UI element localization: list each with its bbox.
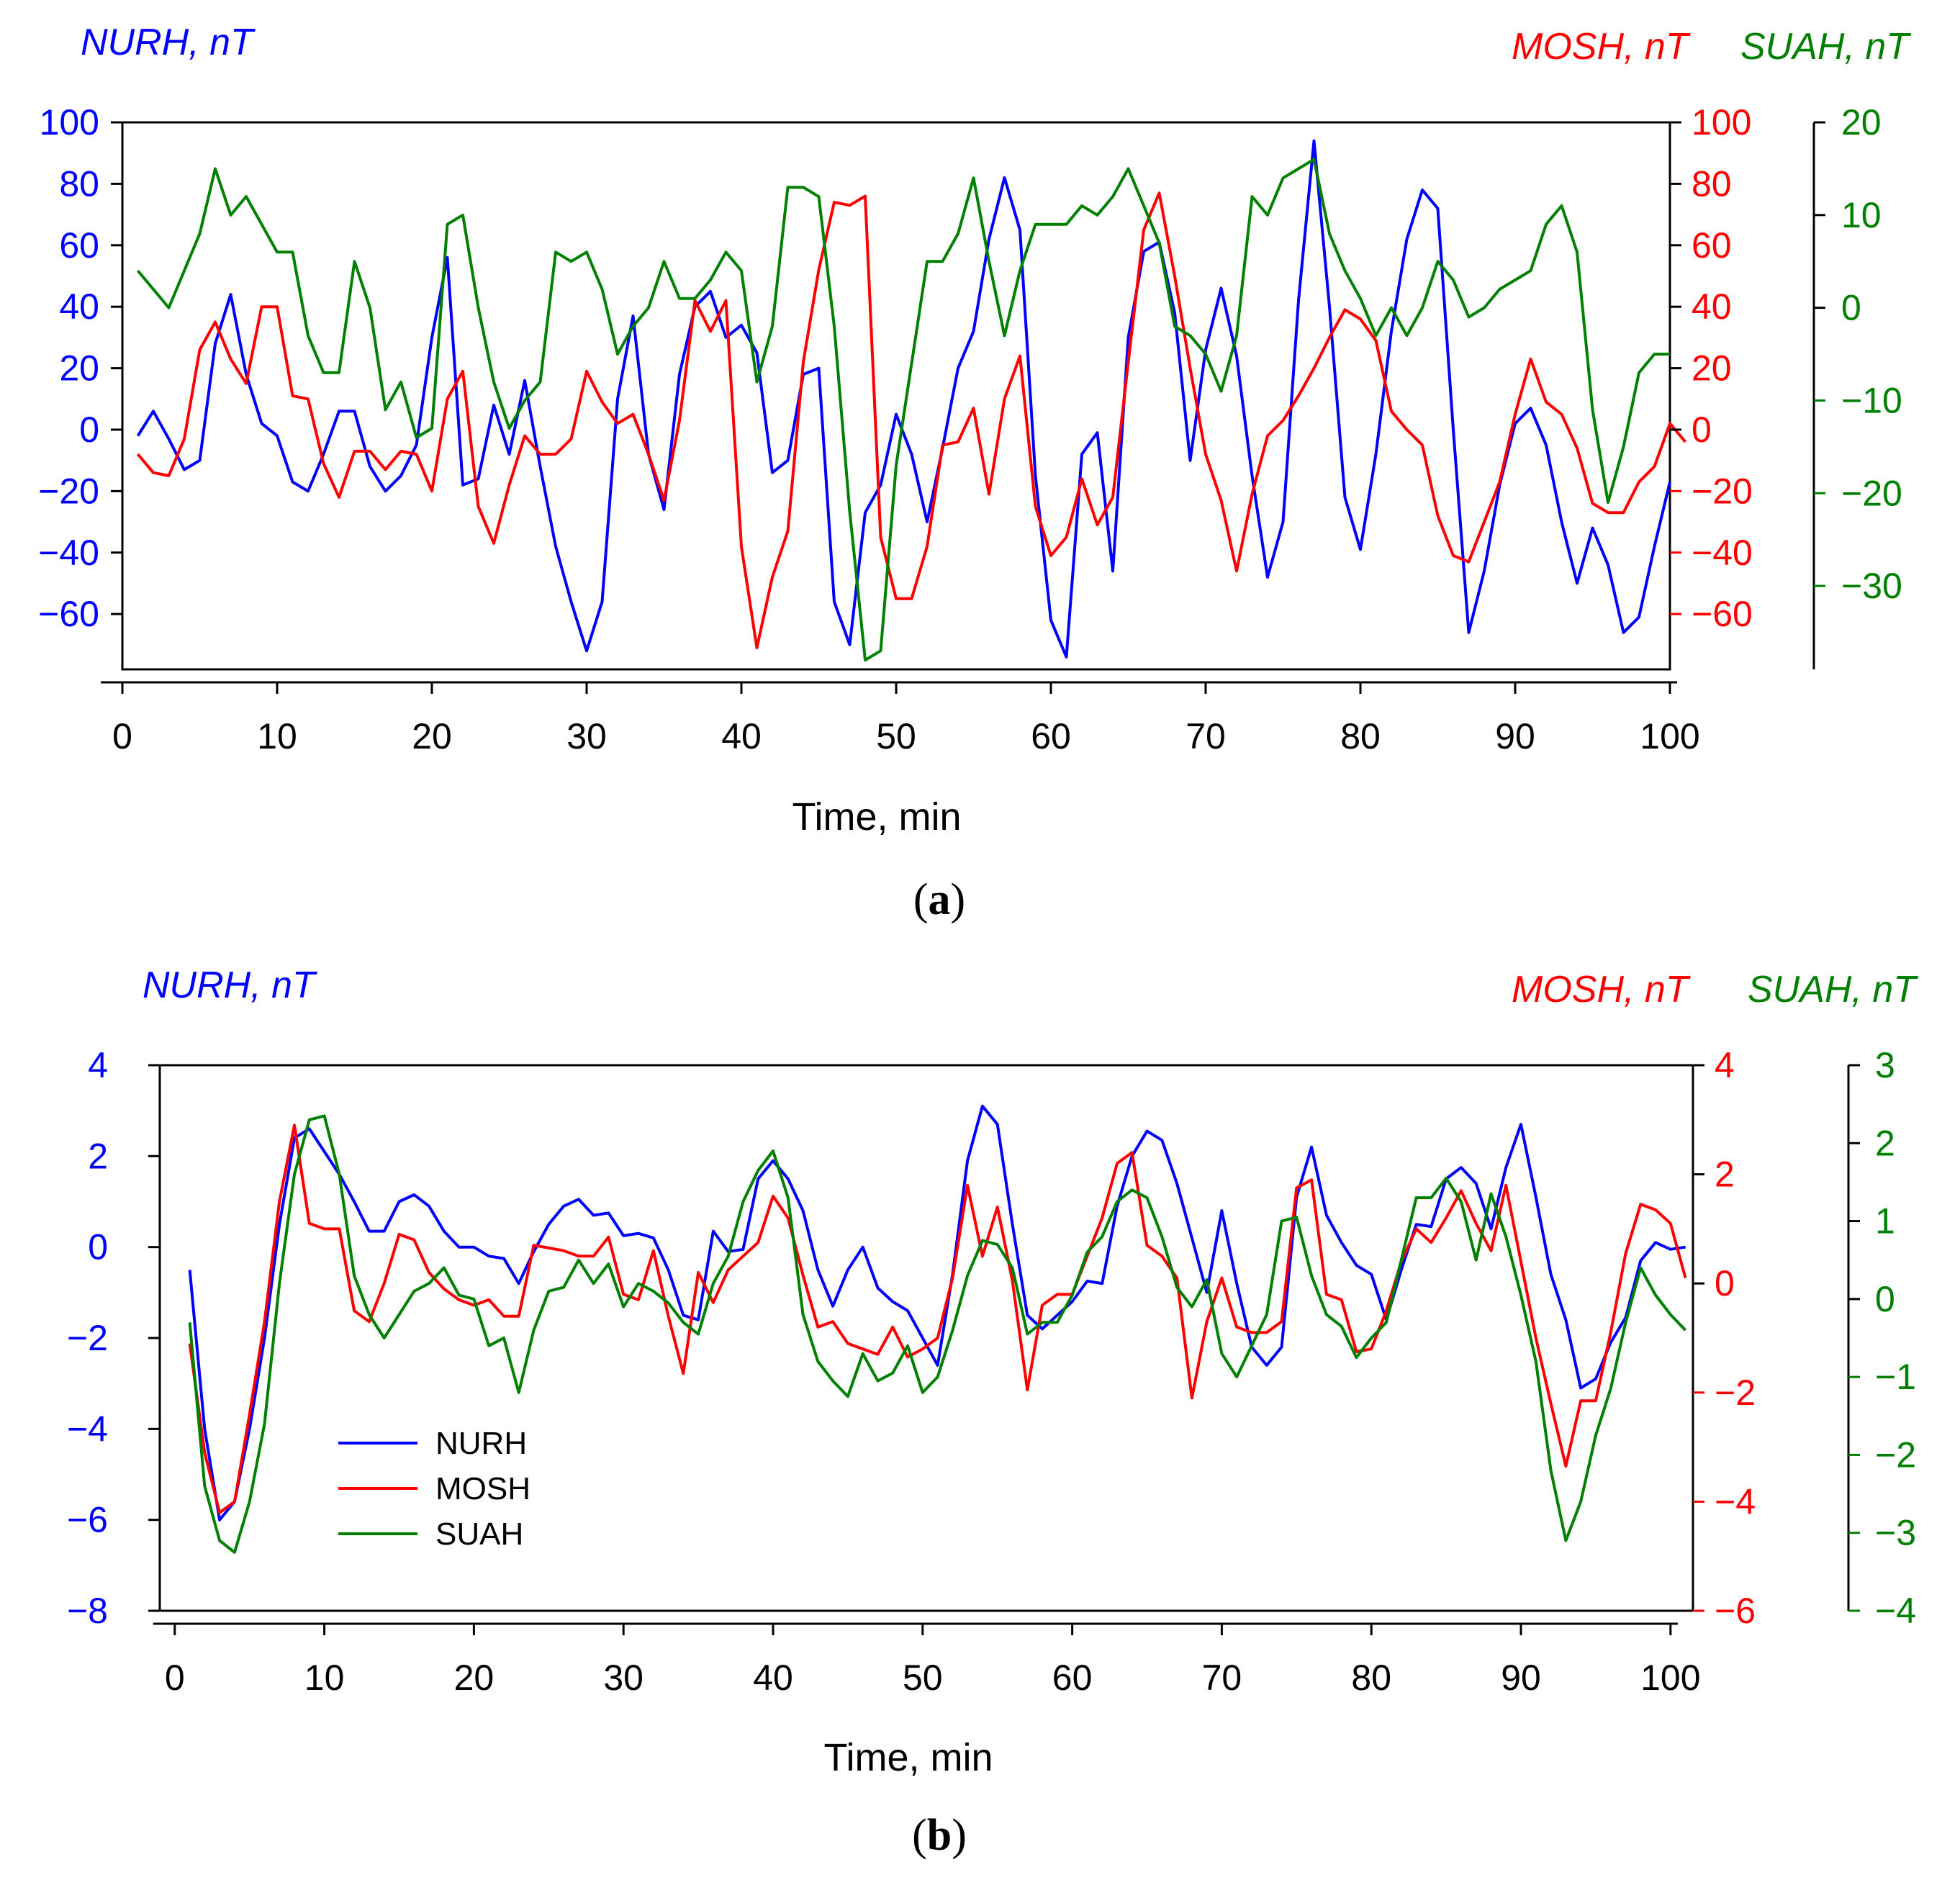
left-tick-label: −8 <box>67 1591 108 1631</box>
right2-tick-label: 3 <box>1875 1045 1895 1085</box>
right2-tick-label: −20 <box>1841 473 1902 513</box>
right1-tick-label: 2 <box>1715 1154 1735 1195</box>
right1-tick-label: 100 <box>1692 102 1751 143</box>
series-line-nurh <box>136 139 1671 659</box>
x-tick-label: 20 <box>412 716 452 756</box>
left-tick-label: −2 <box>67 1318 108 1358</box>
x-tick-label: 50 <box>903 1658 943 1698</box>
x-tick-label: 90 <box>1495 716 1535 756</box>
x-tick-label: 30 <box>566 716 607 756</box>
series-lines-a <box>136 139 1687 662</box>
plot-frame-a <box>121 121 1671 671</box>
right1-tick-label: 4 <box>1715 1045 1735 1085</box>
left-tick-label: 100 <box>40 102 99 143</box>
legend-label-nurh: NURH <box>435 1426 527 1461</box>
x-tick-label: 40 <box>721 716 762 756</box>
right2-tick-label: −4 <box>1875 1591 1916 1631</box>
right1-tick-label: 0 <box>1692 410 1712 450</box>
right2-tick-label: 20 <box>1841 102 1882 143</box>
x-tick-label: 80 <box>1340 716 1381 756</box>
right1-axis-title-b: MOSH, nT <box>1512 969 1691 1011</box>
axis-ticks-b: 0 10 20 30 40 50 60 70 80 90 100−8−6−4−2024−6−4−20… <box>67 1045 1916 1698</box>
left-tick-label: −6 <box>67 1500 108 1540</box>
x-tick-label: 100 <box>1640 716 1699 756</box>
right2-tick-label: 2 <box>1875 1123 1895 1163</box>
left-tick-label: 2 <box>88 1136 108 1176</box>
right2-tick-label: −10 <box>1841 380 1902 420</box>
right2-tick-label: 0 <box>1875 1279 1895 1319</box>
x-tick-label: 10 <box>304 1658 345 1698</box>
right1-tick-label: −20 <box>1692 471 1753 511</box>
right2-tick-label: 1 <box>1875 1201 1895 1242</box>
right1-tick-label: −2 <box>1715 1373 1756 1413</box>
axis-ticks-a: 0 10 20 30 40 50 60 70 80 90 100−60−40−20020406080… <box>38 102 1902 756</box>
right2-tick-label: 0 <box>1841 288 1861 328</box>
series-line-mosh <box>188 1124 1687 1514</box>
left-tick-label: 0 <box>79 410 99 450</box>
right1-tick-label: 0 <box>1715 1263 1735 1303</box>
right2-tick-label: 10 <box>1841 195 1882 235</box>
left-axis-title-b: NURH, nT <box>143 964 317 1006</box>
right1-tick-label: 80 <box>1692 163 1732 204</box>
left-tick-label: 80 <box>59 163 99 204</box>
right2-tick-label: −30 <box>1841 566 1902 606</box>
x-tick-label: 20 <box>454 1658 494 1698</box>
right2-tick-label: −3 <box>1875 1513 1916 1553</box>
legend-label-suah: SUAH <box>435 1516 523 1552</box>
left-tick-label: 0 <box>88 1227 108 1267</box>
series-lines-b <box>188 1104 1687 1554</box>
series-line-nurh <box>188 1104 1686 1522</box>
x-tick-label: 40 <box>753 1658 793 1698</box>
x-tick-label: 100 <box>1640 1658 1700 1698</box>
panel-label-b: (b) <box>912 1811 967 1860</box>
x-tick-label: 80 <box>1351 1658 1391 1698</box>
x-tick-label: 90 <box>1501 1658 1541 1698</box>
x-tick-label: 70 <box>1186 716 1226 756</box>
right2-axis-title-a: SUAH, nT <box>1740 26 1911 68</box>
panel-label-a: (a) <box>913 875 965 924</box>
x-tick-label: 70 <box>1202 1658 1242 1698</box>
plot-frame-b <box>158 1064 1694 1612</box>
series-line-suah <box>136 158 1670 662</box>
right1-tick-label: 20 <box>1692 348 1732 389</box>
left-tick-label: −20 <box>38 471 99 511</box>
x-axis-title-a: Time, min <box>792 795 961 838</box>
x-tick-label: 60 <box>1031 716 1071 756</box>
right1-tick-label: 40 <box>1692 286 1732 327</box>
right1-tick-label: −60 <box>1692 594 1753 634</box>
x-tick-label: 30 <box>603 1658 643 1698</box>
right2-tick-label: −1 <box>1875 1357 1916 1397</box>
right1-tick-label: −6 <box>1715 1591 1756 1631</box>
right2-axis-title-b: SUAH, nT <box>1748 969 1918 1011</box>
legend: NURH MOSH SUAH <box>338 1426 530 1552</box>
right2-tick-label: −2 <box>1875 1434 1916 1475</box>
left-tick-label: −4 <box>67 1409 108 1449</box>
legend-label-mosh: MOSH <box>435 1471 530 1506</box>
chart-panel-a: 0 10 20 30 40 50 60 70 80 90 100−60−40−20020406080… <box>38 22 1911 924</box>
left-tick-label: 60 <box>59 225 99 266</box>
series-line-mosh <box>136 191 1687 650</box>
left-tick-label: −60 <box>38 594 99 634</box>
series-line-suah <box>188 1114 1687 1554</box>
left-tick-label: 40 <box>59 286 99 327</box>
x-tick-label: 0 <box>112 716 132 756</box>
right1-tick-label: −40 <box>1692 533 1753 573</box>
x-tick-label: 60 <box>1052 1658 1093 1698</box>
left-tick-label: 20 <box>59 348 99 389</box>
right1-axis-title-a: MOSH, nT <box>1512 26 1691 68</box>
right1-tick-label: 60 <box>1692 225 1732 266</box>
left-tick-label: −40 <box>38 533 99 573</box>
chart-panel-b: 0 10 20 30 40 50 60 70 80 90 100−8−6−4−2024−6−4−20… <box>67 964 1918 1860</box>
x-tick-label: 50 <box>876 716 916 756</box>
x-axis-title-b: Time, min <box>823 1736 993 1779</box>
left-tick-label: 4 <box>88 1045 108 1085</box>
left-axis-title-a: NURH, nT <box>81 22 256 63</box>
right1-tick-label: −4 <box>1715 1481 1756 1522</box>
x-tick-label: 10 <box>257 716 297 756</box>
x-tick-label: 0 <box>165 1658 185 1698</box>
